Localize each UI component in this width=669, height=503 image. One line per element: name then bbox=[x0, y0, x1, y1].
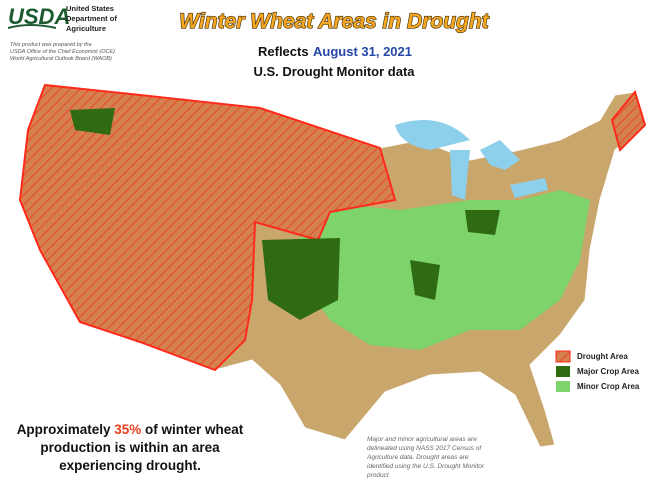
minor-crop-area bbox=[300, 190, 590, 350]
legend-label: Drought Area bbox=[577, 352, 628, 361]
lake bbox=[480, 140, 520, 170]
note-line: Agriculture data. Drought areas are bbox=[366, 454, 469, 461]
note-line: identified using the U.S. Drought Monito… bbox=[367, 463, 485, 470]
agency-line: United States bbox=[66, 4, 114, 13]
subtitle-source: U.S. Drought Monitor data bbox=[253, 64, 415, 79]
agency-line: Department of bbox=[66, 14, 117, 23]
legend-swatch bbox=[555, 350, 571, 363]
note-line: product bbox=[366, 472, 390, 479]
drought-area bbox=[18, 83, 397, 372]
major-crop-area bbox=[70, 108, 115, 135]
subtitle-date: August 31, 2021 bbox=[313, 44, 412, 59]
statement-line: Approximately 35% of winter wheat bbox=[17, 422, 244, 437]
subtitle-prefix: Reflects bbox=[258, 44, 309, 59]
legend-label: Major Crop Area bbox=[577, 367, 639, 376]
legend-swatch bbox=[556, 366, 570, 377]
credit-line: World Agricultural Outlook Board (WAOB) bbox=[10, 56, 112, 62]
lake bbox=[395, 120, 470, 150]
logo-swoosh bbox=[7, 24, 57, 29]
legend-swatch bbox=[556, 381, 570, 392]
note-line: delineated using NASS 2017 Census of bbox=[367, 445, 482, 452]
statement-line: experiencing drought. bbox=[59, 458, 201, 473]
statement-text: of winter wheat bbox=[145, 422, 244, 437]
drought-area bbox=[610, 89, 647, 152]
title: Winter Wheat Areas in Drought bbox=[179, 10, 489, 33]
major-crop-area bbox=[410, 260, 440, 300]
legend-label: Minor Crop Area bbox=[577, 382, 640, 391]
major-crop-area bbox=[465, 210, 500, 235]
credit-line: USDA Office of the Chief Economist (OCE) bbox=[10, 49, 115, 55]
lake bbox=[510, 178, 548, 198]
statement-line: production is within an area bbox=[40, 440, 220, 455]
agency-line: Agriculture bbox=[66, 24, 106, 33]
statement-text: Approximately bbox=[17, 422, 111, 437]
note-line: Major and minor agricultural areas are bbox=[367, 436, 477, 443]
us-map bbox=[18, 83, 647, 448]
lake bbox=[450, 150, 470, 200]
major-crop-area bbox=[262, 238, 340, 320]
credit-line: This product was prepared by the bbox=[10, 42, 92, 48]
drought-share: 35% bbox=[114, 422, 141, 437]
